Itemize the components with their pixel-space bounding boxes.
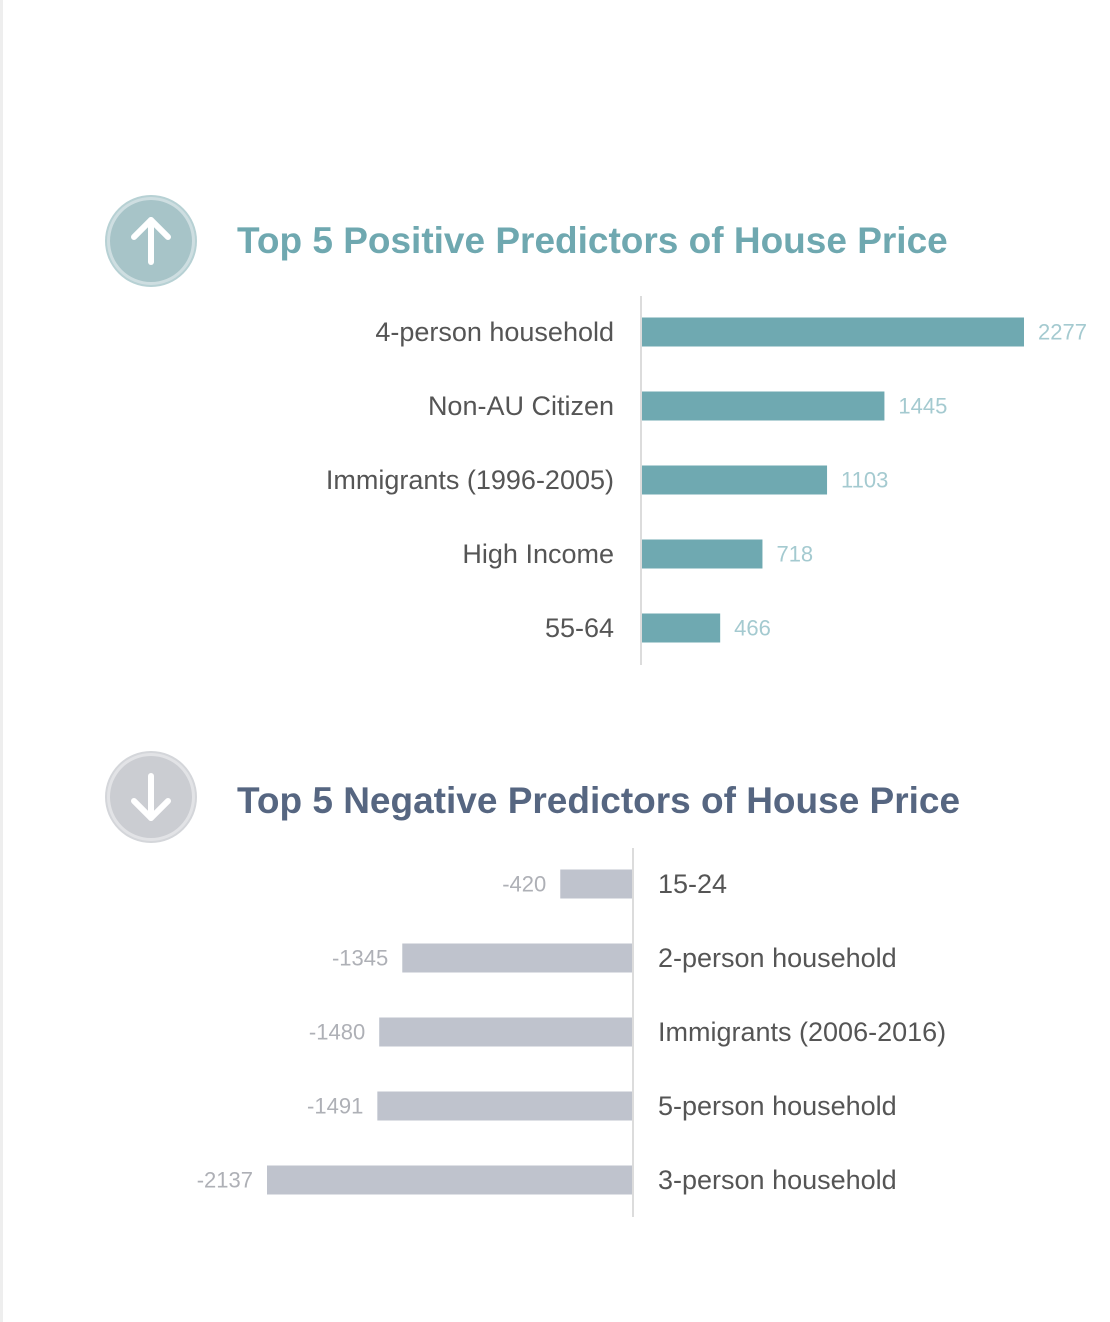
arrow-up-icon [107,197,195,285]
arrow-down-icon [107,753,195,841]
positive-predictors-title: Top 5 Positive Predictors of House Price [237,220,948,261]
positive-bar [642,539,763,569]
positive-category-label: High Income [462,539,614,569]
negative-bar [379,1017,632,1047]
negative-bar [377,1091,632,1121]
negative-value-label: -1480 [309,1020,365,1045]
page-left-border [0,0,3,1322]
negative-value-label: -420 [502,872,546,897]
positive-bar [642,465,828,495]
positive-category-label: 4-person household [375,317,614,347]
negative-bar [267,1165,632,1195]
positive-category-label: Immigrants (1996-2005) [326,465,614,495]
negative-value-label: -1491 [307,1094,363,1119]
negative-category-label: Immigrants (2006-2016) [658,1017,946,1047]
positive-category-label: 55-64 [545,613,614,643]
positive-value-label: 718 [776,542,813,567]
negative-category-label: 3-person household [658,1165,897,1195]
negative-value-label: -1345 [332,946,388,971]
negative-category-label: 5-person household [658,1091,897,1121]
positive-bar [642,613,721,643]
negative-value-label: -2137 [197,1168,253,1193]
negative-bar [402,943,632,973]
positive-bar [642,317,1024,347]
positive-category-label: Non-AU Citizen [428,391,614,421]
negative-bar [560,869,632,899]
positive-value-label: 2277 [1038,320,1087,345]
positive-value-label: 1445 [898,394,947,419]
positive-bar [642,391,885,421]
negative-category-label: 2-person household [658,943,897,973]
positive-value-label: 466 [734,616,771,641]
negative-category-label: 15-24 [658,869,727,899]
negative-predictors-title: Top 5 Negative Predictors of House Price [237,780,961,821]
positive-value-label: 1103 [841,468,888,493]
